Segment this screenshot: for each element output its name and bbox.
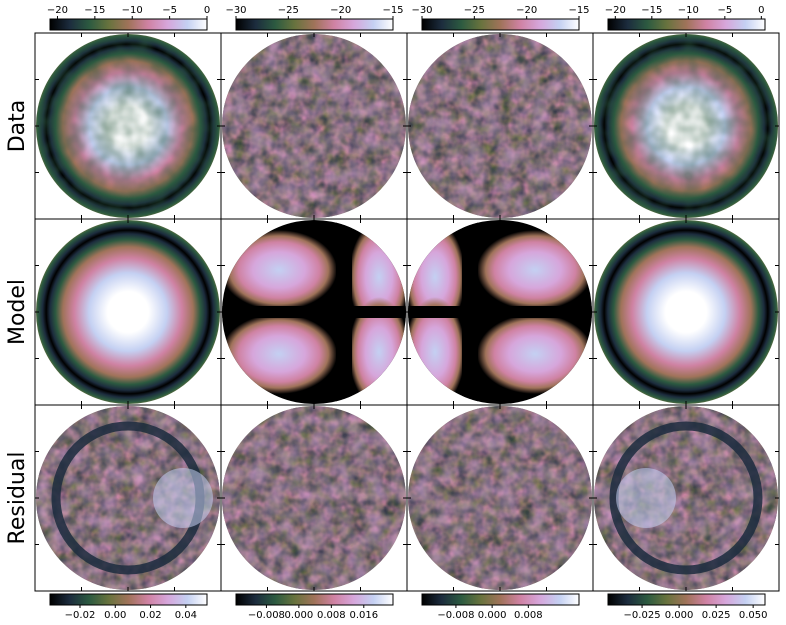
row-label-data: Data [5,100,30,153]
colorbar-tick-label: −20 [330,5,351,16]
map-0-2 [408,34,592,218]
colorbar-tick-label: 0.000 [665,610,694,621]
map-0-0 [36,34,220,218]
colorbar-tick-label: −20 [516,5,537,16]
colorbars: −20 −15 −10 −5 0 −30 −25 −20 −15 −30 −25 −20 −15 −20−… [47,5,768,621]
colorbar-tick-label: −20 [605,5,626,16]
colorbar-tick-label: −0.008 [248,610,285,621]
colorbar-tick-label: 0 [204,5,210,16]
colorbar-tick-label: 0.000 [285,610,314,621]
map-1-0 [36,220,220,404]
colorbar-tick-label: −0.008 [437,610,474,621]
colorbar-tick-label: 0.025 [702,610,731,621]
top-colorbar-3: −20 −15 −10 −5 0 [605,5,766,31]
colorbar-tick-label: −0.02 [65,610,96,621]
colorbar-tick-label: −10 [122,5,143,16]
map-0-1 [222,34,406,218]
map-0-3 [594,34,778,218]
colorbar-tick-label: −0.025 [624,610,661,621]
row-label-residual: Residual [5,452,30,545]
colorbar-tick-label: −25 [278,5,299,16]
colorbar-tick-label: 0.00 [104,610,126,621]
colorbar-tick-label: −15 [382,5,403,16]
top-colorbar-0: −20 −15 −10 −5 0 [47,5,210,31]
colorbar-tick-label: −5 [717,5,732,16]
colorbar-tick-label: 0.050 [739,610,768,621]
colorbar-tick-label: 0.008 [514,610,543,621]
map-grid [36,34,778,590]
colorbar-tick-label: −30 [225,5,246,16]
colorbar-tick-label: −15 [568,5,589,16]
colorbar-tick-label: 0 [758,5,764,16]
bottom-colorbar-2: −0.008 0.000 0.008 [421,593,580,621]
colorbar-tick-label: 0.04 [175,610,197,621]
bottom-colorbar-0: −0.02 0.00 0.02 0.04 [49,593,208,621]
colorbar-tick-label: −20 [47,5,68,16]
top-colorbar-2: −30 −25 −20 −15 [411,5,590,31]
colorbar-tick-label: −5 [162,5,177,16]
bottom-colorbar-3: −0.025 0.000 0.025 0.050 [607,593,768,621]
colorbar-tick-label: 0.008 [317,610,346,621]
map-1-3 [594,220,778,404]
colorbar-tick-label: −25 [464,5,485,16]
colorbar-tick-label: −15 [641,5,662,16]
map-1-1 [222,220,406,404]
map-2-2 [408,406,592,590]
row-label-model: Model [5,279,30,345]
colorbar-tick-label: 0.000 [478,610,507,621]
map-2-3 [594,406,778,590]
map-2-0 [36,406,220,590]
colorbar-tick-label: 0.016 [349,610,378,621]
top-colorbar-1: −30 −25 −20 −15 [225,5,404,31]
panel-frames [34,32,780,592]
row-labels: Data Model Residual [5,100,30,545]
map-1-2 [408,220,592,404]
colorbar-tick-label: −30 [411,5,432,16]
colorbar-tick-label: 0.02 [139,610,161,621]
colorbar-tick-label: −15 [84,5,105,16]
colorbar-tick-label: −10 [678,5,699,16]
bottom-colorbar-1: −0.008 0.000 0.008 0.016 [235,593,394,621]
map-2-1 [222,406,406,590]
